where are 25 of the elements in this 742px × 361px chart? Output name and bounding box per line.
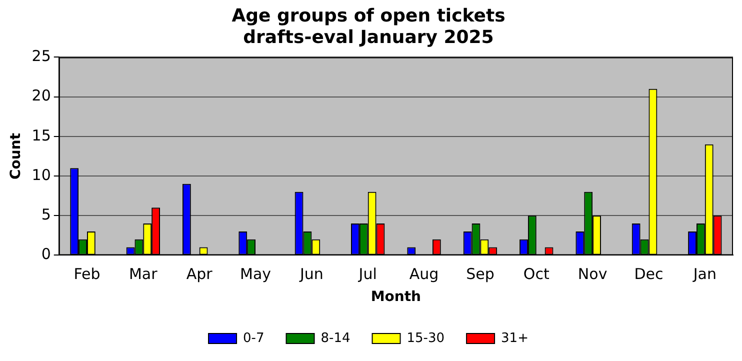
x-tick-label: Mar [128, 265, 158, 284]
x-tick-label: Oct [523, 265, 550, 284]
chart-title: Age groups of open tickets drafts-eval January 2025 [232, 5, 506, 48]
x-tick-label: Feb [74, 265, 100, 284]
x-tick-label: Aug [409, 265, 439, 284]
x-tick-label: May [240, 265, 272, 284]
x-tick-label: Sep [466, 265, 494, 284]
y-tick-label: 25 [32, 47, 51, 66]
x-tick-label: Jan [692, 265, 716, 284]
legend-label: 0-7 [243, 330, 264, 346]
y-tick-label: 15 [32, 126, 51, 144]
legend-label: 8-14 [320, 330, 350, 346]
x-tick-label: Jul [358, 265, 377, 284]
x-tick-label: Apr [186, 265, 214, 284]
x-axis-title: Month [370, 289, 422, 306]
y-tick-label: 20 [32, 86, 51, 105]
y-tick-label: 5 [41, 205, 51, 224]
x-tick-label: Jun [298, 265, 324, 284]
legend-label: 15-30 [406, 330, 445, 346]
y-tick-label: 0 [41, 245, 51, 264]
x-tick-label: Nov [578, 265, 608, 284]
y-tick-label: 10 [32, 166, 51, 184]
y-axis-title: Count [8, 132, 24, 180]
legend-label: 31+ [501, 330, 528, 346]
x-tick-label: Dec [634, 265, 664, 284]
